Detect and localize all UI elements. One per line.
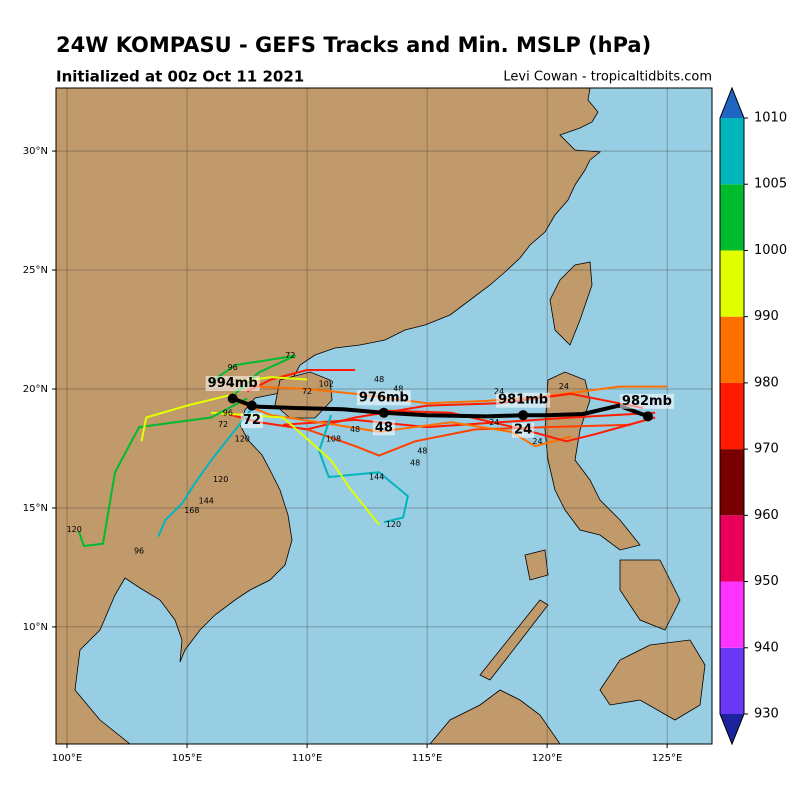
hour-label: 72 [302,387,312,396]
hour-label: 48 [375,420,393,435]
label-box [512,422,535,438]
hour-label: 72 [218,420,228,429]
mindoro [524,549,549,581]
hour-label: 168 [184,506,199,515]
pressure-label: 982mb [622,394,672,409]
ensemble-track [140,392,236,442]
colorbar-segment [720,118,744,185]
map: 2424242448484848487272729696961021081201… [56,88,712,744]
hour-label: 48 [410,458,420,467]
colorbar: 930 940 950 960 970 980 990 1000 1005 1010 [719,86,787,746]
title: 24W KOMPASU - GEFS Tracks and Min. MSLP … [56,33,651,57]
colorbar-label: 960 [754,508,779,523]
mindanao [599,639,706,721]
colorbar-label: 1005 [754,177,787,192]
label-box [240,413,263,429]
ensemble-track [306,423,632,457]
y-tick-label: 30°N [23,146,48,157]
colorbar-segment [720,449,744,516]
ensemble-track [157,404,256,537]
colorbar-segment [720,647,744,714]
colorbar-segment [720,316,744,383]
hour-label: 120 [386,520,401,529]
colorbar-segment [720,250,744,317]
x-tick-label: 125°E [652,753,682,764]
hour-label: 120 [235,434,250,443]
ensemble-track [259,385,668,405]
colorbar-label: 940 [754,640,779,655]
colorbar-segment [720,382,744,450]
hour-label: 24 [532,437,542,446]
hour-label: 48 [393,384,403,393]
y-tick-label: 15°N [23,503,48,514]
colorbar-label: 1000 [754,243,787,258]
colorbar-under [720,714,744,744]
x-tick-label: 100°E [52,753,82,764]
x-tick-label: 115°E [412,753,442,764]
label-box [372,420,395,436]
borneo [429,689,561,744]
colorbar-segment [720,581,744,648]
hour-label: 96 [228,363,238,372]
labels: 2424242448484848487272729696961021081201… [67,351,674,555]
hour-label: 96 [134,546,144,555]
mean-track [232,396,649,419]
hour-label: 102 [319,380,334,389]
track-point [227,393,238,404]
subtitle: Initialized at 00z Oct 11 2021 [56,68,304,86]
hour-label: 72 [285,351,295,360]
track-point [518,410,529,421]
hour-label: 120 [67,525,82,534]
visayas [619,559,681,631]
label-box [356,390,411,406]
palawan [479,599,549,681]
y-tick-label: 10°N [23,622,48,633]
hour-label: 108 [326,434,341,443]
colorbar-label: 950 [754,574,779,589]
pressure-label: 994mb [208,376,258,391]
pressure-label: 981mb [498,393,548,408]
hour-label: 120 [213,475,228,484]
hour-label: 72 [243,413,261,428]
land [56,88,602,744]
colorbar-label: 930 [754,707,779,722]
colorbar-segment [720,515,744,582]
ensemble-track [78,397,248,547]
track-point [378,407,389,418]
track-point [642,411,653,422]
track-point [246,400,257,411]
label-box [496,392,551,408]
x-tick-label: 120°E [532,753,562,764]
y-tick-label: 20°N [23,384,48,395]
x-tick-label: 110°E [292,753,322,764]
taiwan [549,261,593,346]
hour-label: 24 [489,418,499,427]
colorbar-label: 990 [754,309,779,324]
axis-ticks: 100°E 105°E 110°E 115°E 120°E 125°E 10°N 15°N 20… [23,146,683,764]
hour-label: 144 [369,473,384,482]
hour-label: 24 [514,423,532,438]
colorbar-label: 1010 [754,111,787,126]
hour-label: 48 [417,446,427,455]
hour-label: 48 [350,425,360,434]
hour-label: 96 [223,408,233,417]
colorbar-segment [720,184,744,251]
ensemble-track [379,409,656,443]
hour-label: 144 [199,496,214,505]
label-box [619,393,674,409]
hour-label: 24 [559,382,569,391]
credit: Levi Cowan - tropicaltidbits.com [503,70,712,85]
hour-label: 24 [494,387,504,396]
y-tick-label: 25°N [23,265,48,276]
colorbar-label: 970 [754,442,779,457]
pressure-label: 976mb [359,390,409,405]
colorbar-over [720,88,744,118]
x-tick-label: 105°E [172,753,202,764]
colorbar-label: 980 [754,375,779,390]
label-box [205,376,260,392]
hour-label: 48 [374,375,384,384]
map-frame [55,87,713,745]
